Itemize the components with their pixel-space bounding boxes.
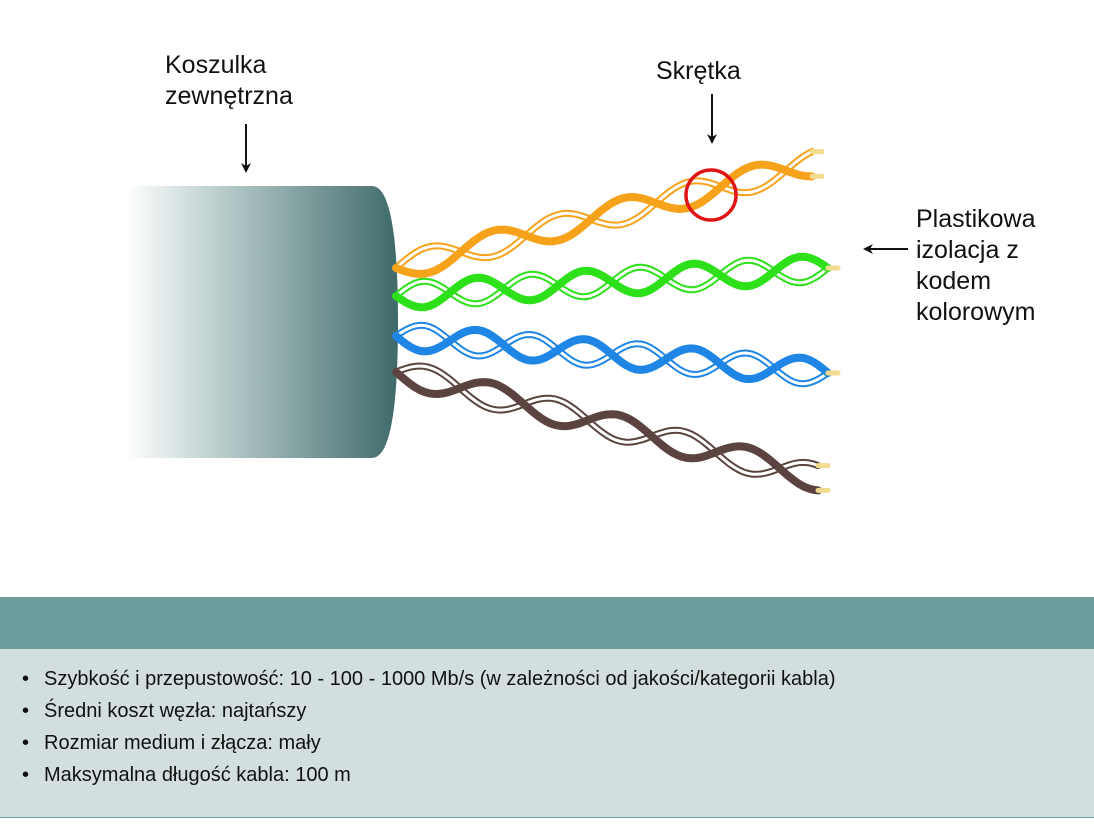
- brown-solid-wire: [392, 368, 822, 495]
- info-item-speed: Szybkość i przepustowość: 10 - 100 - 100…: [22, 663, 835, 695]
- blue-solid-wire: [392, 326, 832, 383]
- info-panel: Szybkość i przepustowość: 10 - 100 - 100…: [0, 649, 1094, 818]
- info-item-max-length: Maksymalna długość kabla: 100 m: [22, 759, 835, 791]
- wire-pairs: [392, 148, 841, 495]
- twisted-pair-label: Skrętka: [656, 57, 741, 85]
- green-solid-wire: [392, 252, 832, 312]
- info-list: Szybkość i przepustowość: 10 - 100 - 100…: [22, 663, 835, 791]
- orange-striped-wire-core: [394, 150, 814, 270]
- cable-jacket: [126, 186, 398, 458]
- utp-cable-diagram: [126, 94, 908, 495]
- info-item-cost: Średni koszt węzła: najtańszy: [22, 695, 835, 727]
- brown-striped-wire-core: [394, 364, 820, 476]
- info-panel-header: [0, 597, 1094, 649]
- outer-jacket-label: Koszulka zewnętrzna: [165, 51, 293, 110]
- twist-highlight-circle: [684, 168, 738, 222]
- color-coded-insulation-label: Plastikowa izolacja z kodem kolorowym: [916, 205, 1036, 326]
- orange-solid-wire: [392, 160, 816, 278]
- info-item-size: Rozmiar medium i złącza: mały: [22, 727, 835, 759]
